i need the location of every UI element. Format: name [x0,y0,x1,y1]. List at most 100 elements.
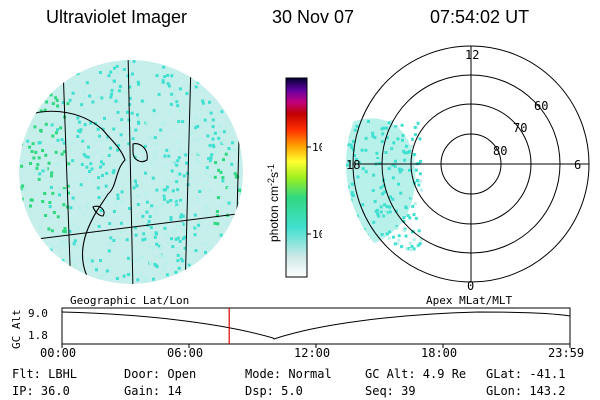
speckle-pixel [104,184,108,188]
speckle-pixel [56,270,60,274]
speckle-pixel [49,93,53,97]
timeline-ytick-bottom: 1.8 [28,329,48,342]
speckle-pixel [65,139,68,142]
speckle-pixel [112,169,116,172]
speckle-pixel [20,164,24,168]
speckle-pixel [232,104,236,108]
speckle-pixel [136,278,140,282]
speckle-pixel [346,243,349,247]
speckle-pixel [131,72,134,76]
speckle-pixel [408,241,412,245]
speckle-pixel [187,263,191,267]
speckle-pixel [349,143,353,147]
speckle-pixel [28,145,32,149]
speckle-pixel [241,125,243,129]
altitude-curve [61,311,571,340]
speckle-pixel [251,163,254,166]
speckle-pixel [164,222,168,226]
speckle-pixel [69,206,73,210]
speckle-pixel [400,143,404,147]
time-label: 07:54:02 UT [430,7,530,27]
speckle-pixel [227,187,231,190]
speckle-pixel [124,251,127,255]
speckle-pixel [160,55,163,58]
speckle-pixel [30,77,34,81]
speckle-pixel [252,105,253,108]
speckle-pixel [162,194,166,198]
speckle-pixel [415,178,419,182]
speckle-pixel [224,152,228,156]
speckle-pixel [385,126,388,130]
speckle-pixel [71,91,75,95]
speckle-pixel [163,120,167,124]
speckle-pixel [208,159,212,163]
speckle-pixel [197,70,201,74]
speckle-pixel [163,197,166,201]
speckle-pixel [349,235,353,239]
speckle-pixel [37,243,41,247]
speckle-pixel [136,116,140,120]
speckle-pixel [50,291,53,292]
speckle-pixel [157,92,161,96]
speckle-pixel [172,127,176,130]
speckle-pixel [244,218,247,221]
speckle-pixel [178,239,182,243]
speckle-pixel [236,88,239,92]
speckle-pixel [61,240,65,244]
info-ip: IP: 36.0 [12,384,70,398]
speckle-pixel [240,76,243,80]
speckle-pixel [15,105,18,108]
speckle-pixel [153,136,157,140]
speckle-pixel [241,212,243,216]
speckle-pixel [419,188,423,192]
speckle-pixel [35,166,39,170]
speckle-pixel [127,273,131,276]
speckle-pixel [54,150,58,154]
speckle-pixel [346,128,349,132]
speckle-pixel [150,162,153,166]
speckle-pixel [82,149,85,153]
speckle-pixel [233,83,237,87]
speckle-pixel [196,124,200,128]
speckle-pixel [135,184,139,188]
speckle-pixel [66,184,70,188]
speckle-pixel [158,71,162,75]
speckle-pixel [128,85,132,89]
speckle-pixel [178,172,182,176]
speckle-pixel [401,138,404,142]
speckle-pixel [364,135,368,139]
speckle-pixel [157,244,161,248]
speckle-pixel [240,192,243,196]
speckle-pixel [240,90,243,94]
speckle-pixel [82,108,86,112]
speckle-pixel [383,168,387,172]
speckle-pixel [252,105,253,108]
speckle-pixel [406,214,410,218]
speckle-pixel [177,140,181,144]
speckle-pixel [346,173,350,177]
speckle-pixel [219,233,223,237]
speckle-pixel [169,102,173,106]
speckle-pixel [32,291,35,292]
speckle-pixel [417,161,421,165]
speckle-pixel [238,189,242,192]
speckle-pixel [231,60,235,61]
speckle-pixel [418,179,422,183]
speckle-pixel [203,118,207,122]
speckle-pixel [179,222,183,226]
speckle-pixel [76,129,80,133]
speckle-pixel [194,126,198,130]
speckle-pixel [211,260,215,264]
speckle-pixel [418,172,422,176]
speckle-pixel [117,89,121,93]
speckle-pixel [411,204,415,208]
speckle-pixel [196,80,200,84]
speckle-pixel [361,203,365,207]
speckle-pixel [62,243,66,247]
speckle-pixel [80,55,83,58]
speckle-pixel [390,166,394,170]
speckle-pixel [204,181,208,185]
speckle-pixel [203,242,207,246]
speckle-pixel [48,205,52,209]
speckle-pixel [232,112,235,116]
